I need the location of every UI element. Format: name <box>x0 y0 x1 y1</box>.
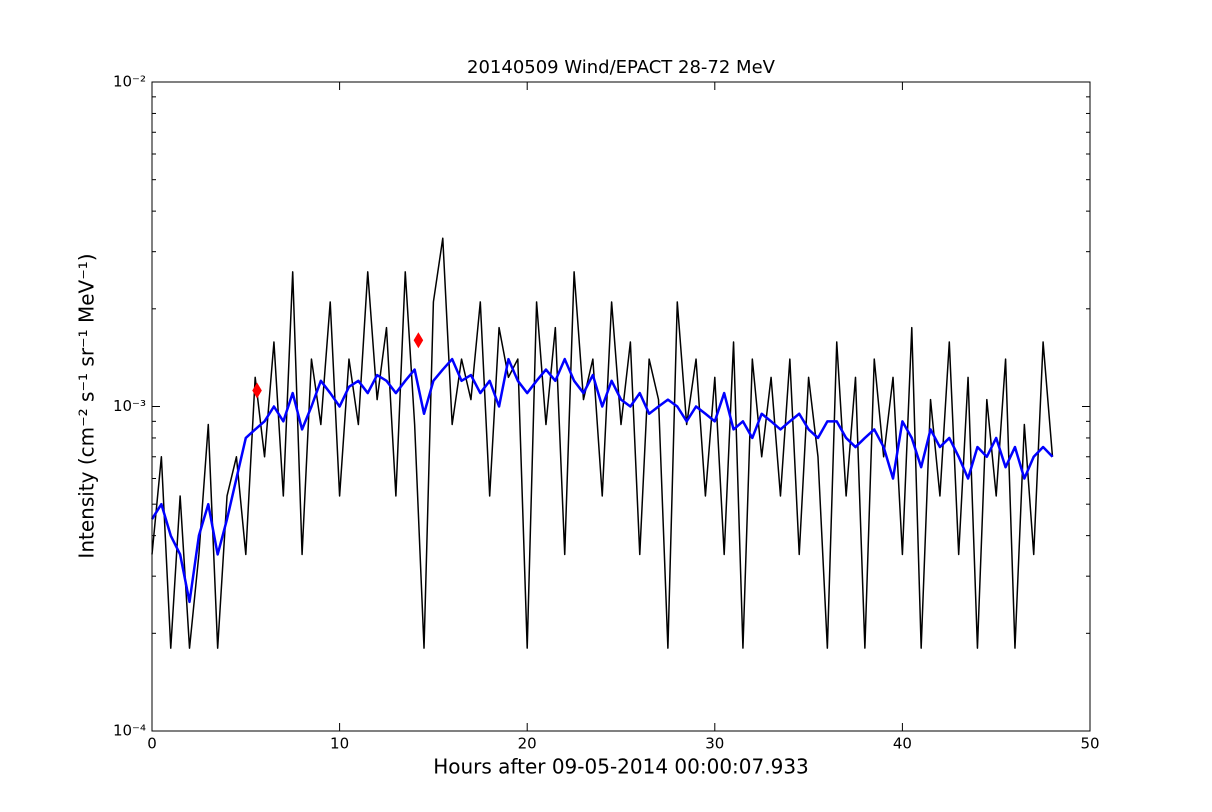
data-line <box>150 357 1054 604</box>
x-tick-label: 20 <box>518 735 537 753</box>
x-tick-label: 10 <box>330 735 349 753</box>
y-tick-label: 10⁻⁴ <box>113 722 146 740</box>
x-tick-label: 30 <box>705 735 724 753</box>
y-axis-label: Intensity (cm⁻² s⁻¹ sr⁻¹ MeV⁻¹) <box>75 253 99 558</box>
y-tick-label: 10⁻² <box>113 73 146 91</box>
x-axis-label: Hours after 09-05-2014 00:00:07.933 <box>433 755 809 779</box>
event-marker <box>413 332 424 349</box>
x-tick-label: 50 <box>1080 735 1099 753</box>
x-tick-label: 40 <box>893 735 912 753</box>
data-line <box>151 237 1054 649</box>
x-tick-label: 0 <box>147 735 157 753</box>
event-marker <box>252 382 262 399</box>
y-tick-label: 10⁻³ <box>113 397 146 415</box>
chart-title: 20140509 Wind/EPACT 28-72 MeV <box>467 57 776 78</box>
